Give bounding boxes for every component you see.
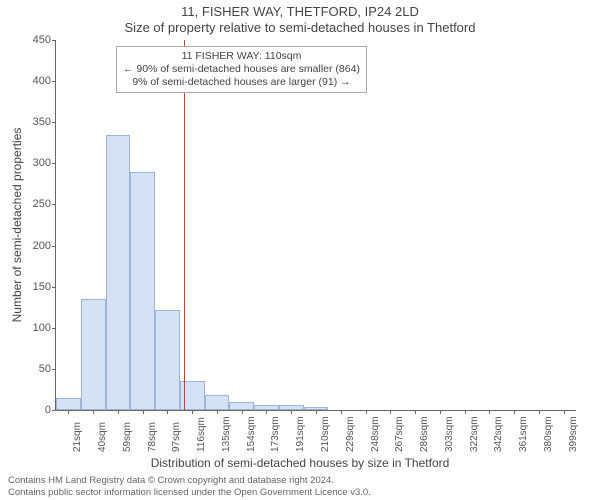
xtick-label: 78sqm bbox=[147, 422, 158, 452]
histogram-bar bbox=[106, 135, 131, 410]
xtick-label: 267sqm bbox=[394, 416, 405, 452]
ytick-label: 50 bbox=[21, 363, 51, 375]
xtick-label: 380sqm bbox=[543, 416, 554, 452]
plot-frame: 05010015020025030035040045021sqm40sqm59s… bbox=[55, 40, 576, 411]
ytick-label: 400 bbox=[21, 75, 51, 87]
xtick-label: 322sqm bbox=[469, 416, 480, 452]
chart-title-line1: 11, FISHER WAY, THETFORD, IP24 2LD bbox=[0, 4, 600, 19]
xtick-mark bbox=[68, 410, 69, 414]
annotation-line2: ← 90% of semi-detached houses are smalle… bbox=[123, 63, 360, 76]
xtick-label: 229sqm bbox=[345, 416, 356, 452]
xtick-label: 210sqm bbox=[320, 416, 331, 452]
xtick-label: 191sqm bbox=[295, 416, 306, 452]
xtick-label: 135sqm bbox=[221, 416, 232, 452]
xtick-label: 116sqm bbox=[196, 417, 207, 452]
xtick-label: 154sqm bbox=[246, 416, 257, 452]
ytick-label: 300 bbox=[21, 157, 51, 169]
ytick-label: 150 bbox=[21, 281, 51, 293]
xtick-mark bbox=[192, 410, 193, 414]
xtick-label: 97sqm bbox=[171, 422, 182, 452]
ytick-label: 250 bbox=[21, 198, 51, 210]
xtick-label: 59sqm bbox=[122, 422, 133, 452]
ytick-label: 350 bbox=[21, 116, 51, 128]
chart-container: 11, FISHER WAY, THETFORD, IP24 2LD Size … bbox=[0, 0, 600, 500]
reference-line bbox=[184, 40, 185, 410]
ytick-label: 200 bbox=[21, 240, 51, 252]
histogram-bar bbox=[130, 172, 155, 410]
ytick-label: 100 bbox=[21, 322, 51, 334]
ytick-mark bbox=[52, 328, 56, 329]
xtick-label: 399sqm bbox=[568, 416, 579, 452]
xtick-mark bbox=[143, 410, 144, 414]
xtick-label: 286sqm bbox=[419, 416, 430, 452]
plot-area: 05010015020025030035040045021sqm40sqm59s… bbox=[55, 40, 575, 410]
xtick-mark bbox=[366, 410, 367, 414]
xtick-mark bbox=[266, 410, 267, 414]
annotation-line1: 11 FISHER WAY: 110sqm bbox=[123, 50, 360, 63]
xtick-mark bbox=[291, 410, 292, 414]
ytick-mark bbox=[52, 81, 56, 82]
xtick-mark bbox=[539, 410, 540, 414]
annotation-line3: 9% of semi-detached houses are larger (9… bbox=[123, 76, 360, 89]
xtick-mark bbox=[514, 410, 515, 414]
xtick-mark bbox=[217, 410, 218, 414]
ytick-mark bbox=[52, 40, 56, 41]
chart-title-line2: Size of property relative to semi-detach… bbox=[0, 20, 600, 35]
ytick-mark bbox=[52, 204, 56, 205]
ytick-mark bbox=[52, 122, 56, 123]
histogram-bar bbox=[81, 299, 106, 410]
xtick-mark bbox=[93, 410, 94, 414]
histogram-bar bbox=[155, 310, 180, 410]
x-axis-label: Distribution of semi-detached houses by … bbox=[0, 456, 600, 470]
ytick-label: 0 bbox=[21, 404, 51, 416]
xtick-label: 173sqm bbox=[270, 416, 281, 452]
xtick-label: 303sqm bbox=[444, 416, 455, 452]
xtick-mark bbox=[118, 410, 119, 414]
ytick-mark bbox=[52, 410, 56, 411]
xtick-label: 342sqm bbox=[493, 416, 504, 452]
xtick-mark bbox=[564, 410, 565, 414]
xtick-mark bbox=[341, 410, 342, 414]
xtick-label: 361sqm bbox=[518, 416, 529, 452]
ytick-mark bbox=[52, 163, 56, 164]
xtick-mark bbox=[390, 410, 391, 414]
footer-attribution: Contains HM Land Registry data © Crown c… bbox=[8, 475, 371, 498]
footer-line1: Contains HM Land Registry data © Crown c… bbox=[8, 475, 371, 486]
xtick-mark bbox=[440, 410, 441, 414]
xtick-mark bbox=[242, 410, 243, 414]
xtick-label: 21sqm bbox=[72, 422, 83, 452]
ytick-mark bbox=[52, 287, 56, 288]
histogram-bar bbox=[229, 402, 254, 410]
xtick-mark bbox=[489, 410, 490, 414]
ytick-mark bbox=[52, 369, 56, 370]
xtick-mark bbox=[465, 410, 466, 414]
xtick-mark bbox=[415, 410, 416, 414]
xtick-mark bbox=[167, 410, 168, 414]
xtick-mark bbox=[316, 410, 317, 414]
annotation-box: 11 FISHER WAY: 110sqm← 90% of semi-detac… bbox=[116, 46, 367, 93]
ytick-label: 450 bbox=[21, 34, 51, 46]
histogram-bar bbox=[56, 398, 81, 410]
xtick-label: 40sqm bbox=[97, 422, 108, 452]
footer-line2: Contains public sector information licen… bbox=[8, 487, 371, 498]
histogram-bar bbox=[205, 395, 230, 410]
xtick-label: 248sqm bbox=[370, 416, 381, 452]
ytick-mark bbox=[52, 246, 56, 247]
